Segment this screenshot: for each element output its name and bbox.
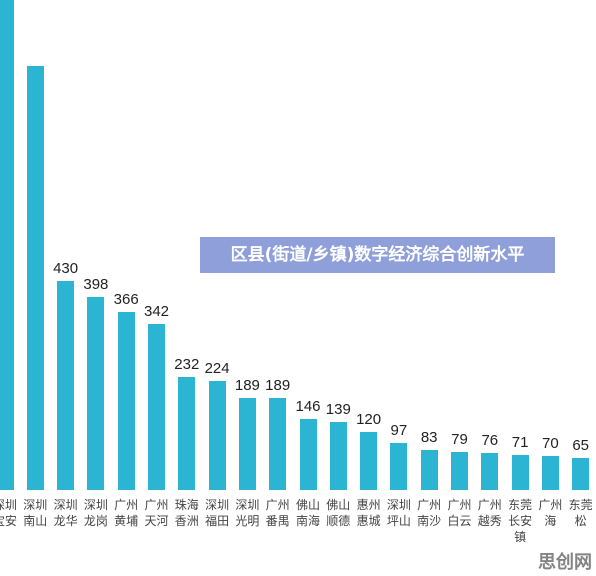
value-label: 76: [481, 432, 499, 450]
bar: [572, 458, 590, 490]
bar: [390, 442, 408, 490]
x-tick-label: 深圳龙华: [53, 498, 78, 528]
bar: [117, 312, 135, 490]
bar: [299, 419, 317, 490]
bar: [481, 453, 499, 490]
x-tick-label: 惠州惠城: [356, 498, 381, 528]
value-label: 79: [451, 430, 468, 448]
x-tick-label: 佛山南海: [295, 498, 320, 528]
bar: [57, 281, 75, 490]
value-label: 146: [295, 398, 321, 416]
value-label: 70: [542, 434, 559, 452]
x-tick-label: 深圳南山: [23, 498, 48, 528]
x-tick-label: 深圳坪山: [386, 498, 411, 528]
value-label: 65: [572, 437, 590, 455]
value-label: 139: [325, 401, 351, 419]
bar: [178, 377, 196, 490]
x-tick-label: 深圳龙岗: [83, 498, 108, 528]
x-tick-label: 广州越秀: [477, 498, 502, 528]
x-tick-label: 深圳宝安: [0, 498, 17, 528]
value-label: 430: [53, 260, 79, 278]
x-tick-label: 深圳福田: [205, 498, 230, 528]
bar: [451, 451, 468, 490]
x-tick-label: 广州黄埔: [114, 498, 139, 528]
bar: [0, 0, 14, 490]
bar: [420, 449, 438, 490]
value-label: 366: [113, 291, 139, 309]
x-tick-label: 广州番禺: [265, 498, 290, 528]
value-label: 120: [356, 410, 382, 428]
value-label: 342: [143, 302, 170, 320]
chart-title: 区县(街道/乡镇)数字经济综合创新水平: [200, 237, 555, 273]
x-tick-label: 广州白云: [447, 498, 472, 528]
bar: [26, 66, 44, 490]
bar: [511, 455, 529, 490]
value-label: 224: [204, 360, 230, 378]
value-label: 189: [234, 377, 260, 395]
bar: [87, 296, 105, 490]
bar: [329, 422, 347, 490]
x-tick-label: 广州天河: [144, 498, 169, 528]
x-tick-label: 深圳光明: [235, 498, 260, 528]
bar: [208, 381, 226, 490]
value-label: 189: [265, 377, 291, 395]
value-label: 97: [390, 421, 408, 439]
bar: [238, 398, 256, 490]
value-label: 232: [174, 356, 200, 374]
x-tick-label: 东莞松: [568, 498, 593, 528]
x-tick-label: 佛山顺德: [326, 498, 351, 528]
bar: [360, 431, 378, 490]
x-tick-label: 东莞长安镇: [508, 498, 533, 544]
x-tick-label: 广州海: [538, 498, 563, 528]
x-tick-label: 广州南沙: [417, 498, 442, 528]
x-tick-label: 珠海香洲: [174, 498, 199, 528]
bar: [148, 323, 165, 490]
watermark: 思创网: [538, 552, 592, 573]
bar: [541, 455, 559, 490]
value-label: 83: [420, 428, 438, 446]
value-label: 398: [83, 275, 109, 293]
value-label: 71: [511, 434, 529, 452]
bar: [269, 398, 287, 490]
